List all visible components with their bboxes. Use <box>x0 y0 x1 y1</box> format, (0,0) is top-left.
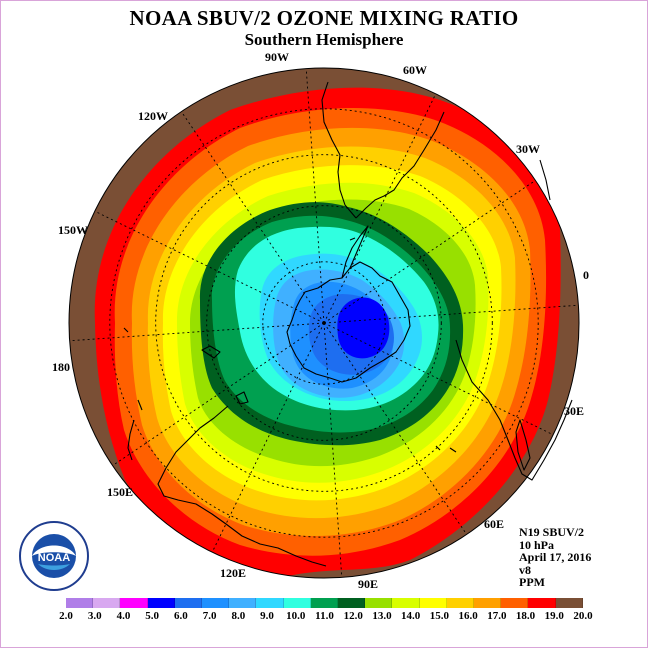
legend-swatch <box>446 598 475 608</box>
lon-label-0: 0 <box>583 268 589 282</box>
legend-swatch <box>202 598 230 608</box>
legend-tick-label: 17.0 <box>487 610 507 622</box>
page-title: NOAA SBUV/2 OZONE MIXING RATIO <box>129 6 519 30</box>
legend-swatch <box>174 598 203 608</box>
ozone-band-4 <box>337 297 390 359</box>
coastlines <box>123 81 573 567</box>
australia-coastline <box>157 405 327 567</box>
legend-tick-label: 12.0 <box>343 610 363 622</box>
lon-label-150w: 150W <box>58 223 88 237</box>
antarctica-coastline <box>286 261 411 383</box>
legend-tick-label: 7.0 <box>202 610 217 622</box>
legend-tick-label: 2.0 <box>59 610 73 622</box>
lon-label-120e: 120E <box>220 566 247 580</box>
latitude-circle <box>262 261 386 385</box>
small-islands <box>123 237 457 453</box>
graticule <box>69 68 579 578</box>
legend-tick-label: 14.0 <box>401 610 421 622</box>
legend-tick-label: 13.0 <box>372 610 392 622</box>
legend-tick-label: 9.0 <box>260 610 274 622</box>
color-legend-bar <box>66 598 583 608</box>
legend-tick-label: 16.0 <box>458 610 478 622</box>
legend-swatch <box>147 598 175 608</box>
legend-tick-label: 11.0 <box>315 610 334 622</box>
legend-swatch <box>120 598 148 608</box>
map-outline <box>68 67 580 579</box>
lon-label-90e: 90E <box>358 577 379 591</box>
lon-label-60e: 60E <box>484 517 505 531</box>
satellite-label: N19 SBUV/2 <box>519 525 585 539</box>
product-info: N19 SBUV/2 10 hPa April 17, 2016 v8 PPM <box>519 526 591 589</box>
legend-tick-label: 6.0 <box>174 610 188 622</box>
lon-label-30w: 30W <box>516 142 540 156</box>
lon-label-60w: 60W <box>403 63 427 77</box>
legend-swatch <box>528 598 556 608</box>
noaa-logo-text: NOAA <box>38 552 70 564</box>
legend-swatch <box>310 598 339 608</box>
legend-tick-label: 5.0 <box>145 610 160 622</box>
lon-label-30e: 30E <box>564 404 585 418</box>
legend-swatch <box>365 598 393 608</box>
legend-tick-label: 19.0 <box>544 610 564 622</box>
latitude-circle <box>109 108 539 538</box>
version-label: v8 <box>519 562 531 577</box>
legend-tick-label: 15.0 <box>429 610 449 622</box>
legend-swatch <box>392 598 420 608</box>
legend-swatch <box>555 598 583 608</box>
legend-tick-label: 18.0 <box>515 610 536 622</box>
pressure-level-label: 10 hPa <box>519 537 555 552</box>
legend-swatch <box>419 598 447 608</box>
madagascar-coastline <box>515 419 531 471</box>
units-label: PPM <box>519 575 545 589</box>
page-subtitle: Southern Hemisphere <box>244 30 404 49</box>
legend-tick-label: 8.0 <box>231 610 246 622</box>
legend-swatch <box>501 598 529 608</box>
legend-tick-label: 10.0 <box>286 610 306 622</box>
legend-swatch <box>93 598 121 608</box>
legend-tick-label: 4.0 <box>116 610 131 622</box>
lon-label-90w: 90W <box>265 50 289 64</box>
color-legend-ticks: 2.0 3.0 4.0 5.0 6.0 7.0 8.0 9.0 10.0 11.0 12.0 13.0… <box>0 610 648 624</box>
lon-label-120w: 120W <box>138 109 168 123</box>
lon-label-150e: 150E <box>107 485 134 499</box>
legend-swatch <box>256 598 284 608</box>
legend-swatch <box>283 598 311 608</box>
legend-swatch <box>474 598 502 608</box>
africa-coastline <box>455 159 573 481</box>
legend-tick-label: 20.0 <box>573 610 593 622</box>
lon-label-180: 180 <box>52 360 70 374</box>
latitude-circle <box>155 154 493 492</box>
new-zealand-coastline <box>127 399 143 461</box>
legend-swatch <box>229 598 257 608</box>
legend-tick-label: 3.0 <box>87 610 102 622</box>
latitude-circle <box>206 205 442 441</box>
legend-swatch <box>338 598 366 608</box>
south-america-coastline <box>321 81 445 219</box>
noaa-logo: NOAA <box>19 521 89 591</box>
antarctic-peninsula-coastline <box>341 225 369 279</box>
date-label: April 17, 2016 <box>519 550 592 564</box>
legend-swatch <box>66 598 94 608</box>
